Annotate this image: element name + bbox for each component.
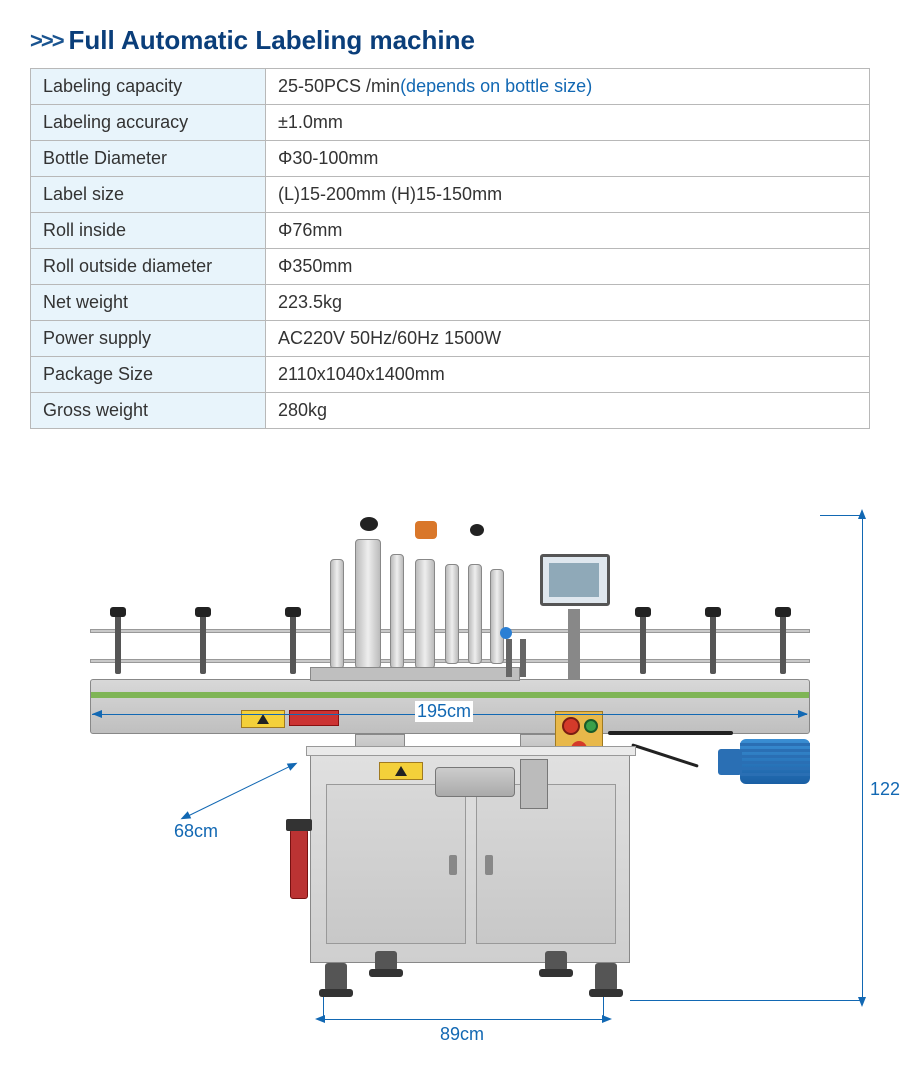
leg [325, 963, 347, 991]
sensor-assembly [500, 639, 550, 679]
table-row: Label size(L)15-200mm (H)15-150mm [31, 177, 870, 213]
table-row: Gross weight280kg [31, 393, 870, 429]
leg-rear [545, 951, 567, 971]
spec-value: 223.5kg [266, 285, 870, 321]
spec-value: Φ76mm [266, 213, 870, 249]
dim-label-depth: 68cm [172, 821, 220, 842]
start-button[interactable] [584, 719, 598, 733]
spec-label: Roll inside [31, 213, 266, 249]
table-row: Power supplyAC220V 50Hz/60Hz 1500W [31, 321, 870, 357]
pneumatic-gauge [286, 819, 312, 831]
title-row: >>> Full Automatic Labeling machine [30, 25, 870, 56]
spec-label: Labeling accuracy [31, 105, 266, 141]
touchscreen[interactable] [540, 554, 610, 606]
cabinet-door-left[interactable] [326, 784, 466, 944]
conveyor-belt [91, 692, 809, 698]
spec-value: ±1.0mm [266, 105, 870, 141]
pneumatic-regulator [290, 829, 308, 899]
spec-label: Bottle Diameter [31, 141, 266, 177]
spec-value: Φ350mm [266, 249, 870, 285]
spec-label: Labeling capacity [31, 69, 266, 105]
leg [595, 963, 617, 991]
dim-label-width: 89cm [438, 1024, 486, 1045]
spec-value: 280kg [266, 393, 870, 429]
spec-label: Label size [31, 177, 266, 213]
machine-drawing [90, 499, 810, 979]
cable [608, 731, 733, 735]
dim-line-height [862, 515, 863, 1000]
title-chevrons: >>> [30, 28, 63, 54]
table-row: Bottle DiameterΦ30-100mm [31, 141, 870, 177]
spec-label: Roll outside diameter [31, 249, 266, 285]
spec-value: AC220V 50Hz/60Hz 1500W [266, 321, 870, 357]
spec-value: 25-50PCS /min(depends on bottle size) [266, 69, 870, 105]
control-panel [540, 554, 610, 674]
table-row: Roll insideΦ76mm [31, 213, 870, 249]
red-label [289, 710, 339, 726]
machine-diagram: 195cm 68cm 89cm 122cm [30, 479, 870, 1069]
leg-rear [375, 951, 397, 971]
stop-button[interactable] [562, 717, 580, 735]
labeling-head [320, 529, 520, 679]
spec-label: Net weight [31, 285, 266, 321]
dim-label-length: 195cm [415, 701, 473, 722]
table-row: Labeling capacity25-50PCS /min(depends o… [31, 69, 870, 105]
spec-value: (L)15-200mm (H)15-150mm [266, 177, 870, 213]
lower-motor [435, 767, 515, 797]
table-row: Labeling accuracy±1.0mm [31, 105, 870, 141]
cable2 [631, 743, 699, 767]
spec-label: Gross weight [31, 393, 266, 429]
spec-label: Power supply [31, 321, 266, 357]
spec-value: Φ30-100mm [266, 141, 870, 177]
spec-label: Package Size [31, 357, 266, 393]
table-row: Roll outside diameterΦ350mm [31, 249, 870, 285]
lower-bracket [520, 759, 548, 809]
table-row: Net weight223.5kg [31, 285, 870, 321]
dim-line-width [323, 1019, 603, 1020]
drive-motor [740, 739, 810, 784]
warning-label-icon [241, 710, 285, 728]
spec-value: 2110x1040x1400mm [266, 357, 870, 393]
table-row: Package Size2110x1040x1400mm [31, 357, 870, 393]
motor-mount [718, 749, 742, 775]
spec-note: (depends on bottle size) [400, 76, 592, 96]
page-title: Full Automatic Labeling machine [69, 25, 475, 56]
dim-label-height: 122cm [868, 779, 900, 800]
spec-table: Labeling capacity25-50PCS /min(depends o… [30, 68, 870, 429]
cabinet-warning-icon [379, 762, 423, 780]
